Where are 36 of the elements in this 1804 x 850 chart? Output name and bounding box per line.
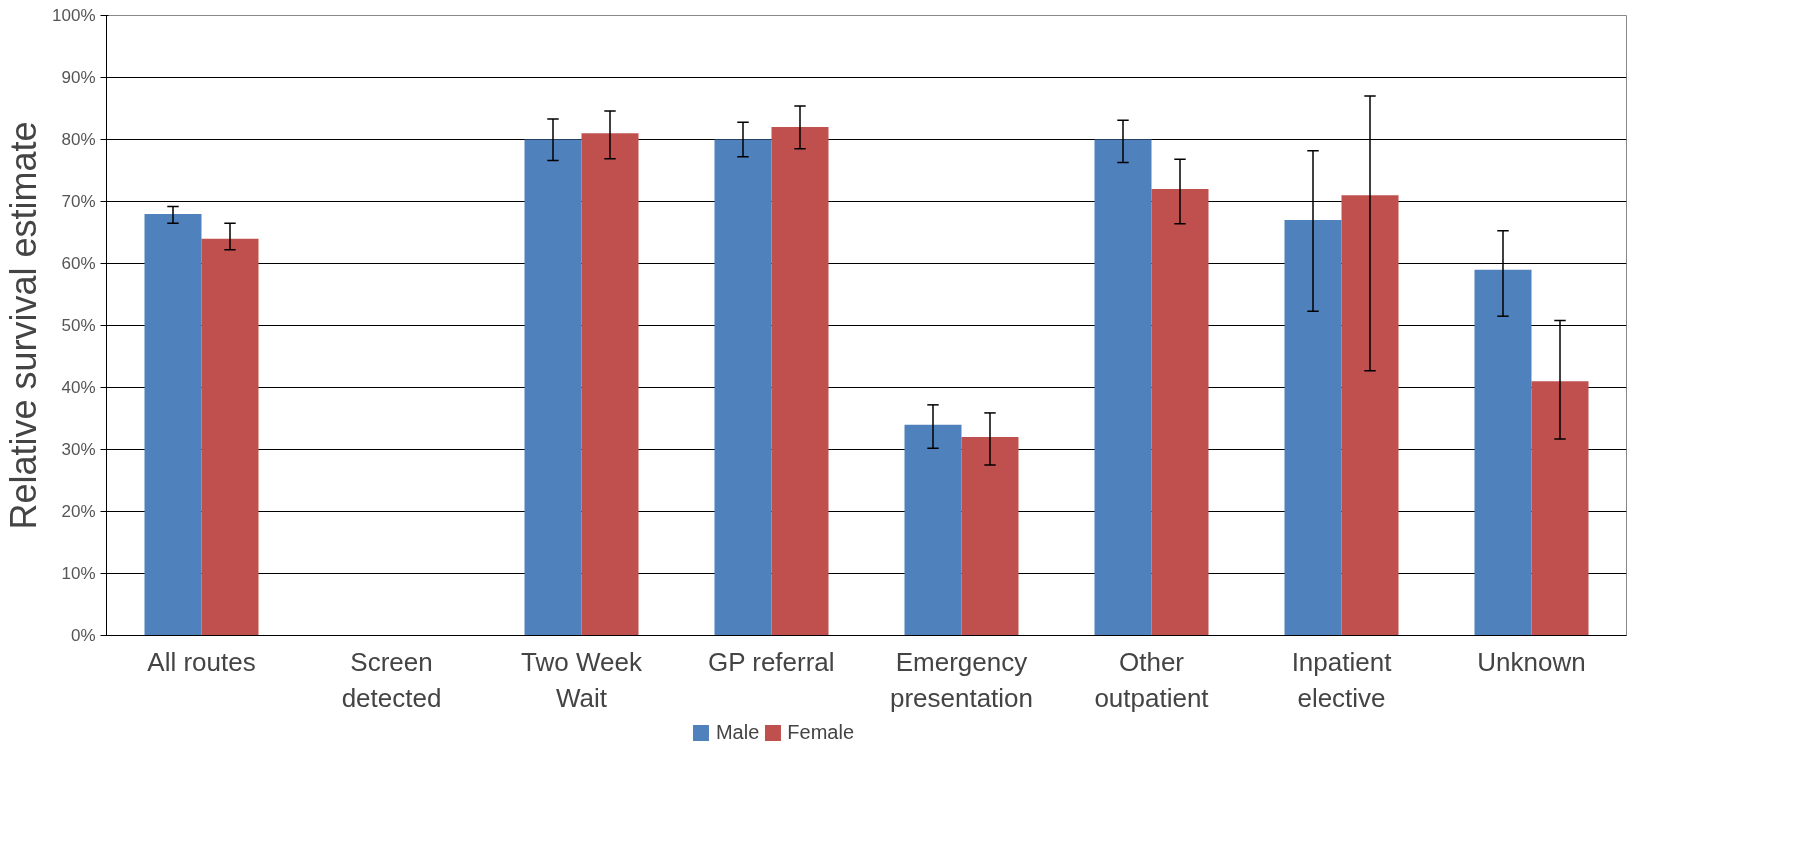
bar bbox=[714, 139, 772, 636]
legend-label: Male bbox=[715, 720, 760, 744]
x-tick-label: Inpatient elective bbox=[1291, 646, 1393, 713]
y-tick-label: 20% bbox=[61, 502, 96, 521]
y-tick-label: 50% bbox=[61, 316, 96, 335]
bar bbox=[1284, 220, 1342, 636]
y-tick-label: 90% bbox=[61, 68, 96, 87]
bar bbox=[1531, 381, 1589, 636]
bar bbox=[1474, 269, 1532, 636]
x-tick-label: GP referral bbox=[707, 646, 835, 677]
y-tick-label: 100% bbox=[52, 6, 96, 25]
x-tick-label: Screen detected bbox=[341, 646, 442, 713]
y-tick-label: 30% bbox=[61, 440, 96, 459]
bar bbox=[581, 133, 639, 636]
bar bbox=[1341, 195, 1399, 636]
y-tick-label: 60% bbox=[61, 254, 96, 273]
bar bbox=[524, 139, 582, 636]
bar bbox=[904, 424, 962, 636]
bar bbox=[1151, 189, 1209, 636]
x-tick-label: Two Week Wait bbox=[521, 646, 643, 713]
legend-label: Female bbox=[787, 720, 855, 744]
x-tick-label: Other outpatient bbox=[1094, 646, 1210, 713]
bar bbox=[771, 127, 829, 636]
bar bbox=[1094, 139, 1152, 636]
x-tick-label: Unknown bbox=[1477, 646, 1586, 677]
y-tick-label: 70% bbox=[61, 192, 96, 211]
y-tick-label: 80% bbox=[61, 130, 96, 149]
bar bbox=[961, 437, 1019, 636]
y-tick-label: 40% bbox=[61, 378, 96, 397]
bar bbox=[201, 238, 259, 636]
y-axis-title: Relative survival estimate bbox=[3, 121, 45, 530]
y-tick-label: 10% bbox=[61, 564, 96, 583]
x-tick-label: Emergency presentation bbox=[889, 646, 1034, 713]
y-tick-label: 0% bbox=[70, 626, 96, 645]
x-tick-label: All routes bbox=[147, 646, 256, 677]
bar bbox=[144, 213, 202, 636]
